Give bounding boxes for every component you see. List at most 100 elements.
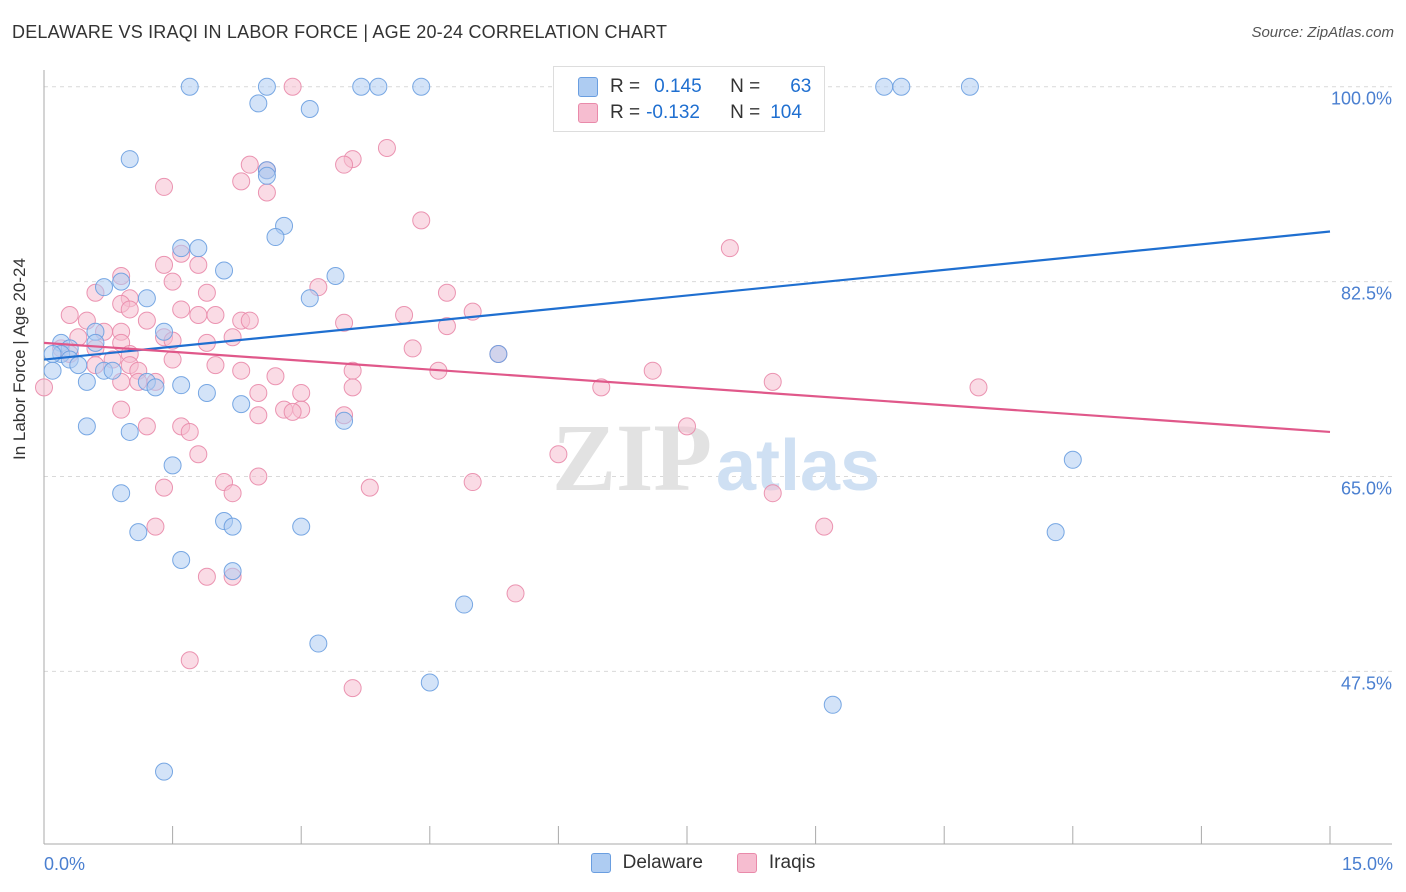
delaware-point (420, 673, 439, 692)
delaware-point (172, 239, 191, 258)
delaware-point (129, 523, 148, 542)
iraqis-point (266, 367, 285, 386)
bottom-legend: Delaware Iraqis (0, 852, 1406, 874)
iraqis-point (146, 517, 165, 536)
delaware-point (155, 762, 174, 781)
iraqis-point (232, 172, 251, 191)
series-delaware (43, 77, 1082, 781)
tick-labels: 47.5% 65.0% 82.5% 100.0% 0.0% 15.0% (44, 89, 1393, 874)
bottom-legend-swatch-delaware (590, 853, 611, 873)
y-tick-label: 100.0% (1331, 89, 1392, 109)
delaware-point (300, 99, 319, 118)
delaware-point (266, 228, 285, 247)
iraqis-point (283, 402, 302, 421)
legend-r-value: -0.132 (646, 102, 700, 123)
iraqis-point (223, 328, 242, 347)
legend-box: R = 0.145 N = 63 R = -0.132 N = 104 (553, 66, 825, 132)
delaware-point (892, 77, 911, 96)
iraqis-point (377, 138, 396, 157)
delaware-point (223, 517, 242, 536)
iraqis-trend-line (43, 341, 1331, 434)
legend-swatch-iraqis (578, 103, 598, 123)
legend-row-delaware: R = 0.145 N = 63 (578, 75, 811, 99)
iraqis-point (412, 211, 431, 230)
legend-row-iraqis: R = -0.132 N = 104 (578, 101, 802, 125)
legend-n-label: N = (730, 102, 761, 123)
y-tick-label: 47.5% (1341, 673, 1392, 693)
iraqis-point (112, 400, 131, 419)
delaware-point (43, 361, 62, 380)
legend-swatch-delaware (578, 77, 598, 97)
iraqis-point (189, 445, 208, 464)
bottom-legend-delaware: Delaware (590, 852, 703, 874)
delaware-point (326, 267, 345, 286)
iraqis-point (403, 339, 422, 358)
delaware-point (455, 595, 474, 614)
bottom-legend-iraqis: Iraqis (736, 852, 816, 874)
delaware-point (875, 77, 894, 96)
iraqis-point (240, 311, 259, 330)
iraqis-point (592, 378, 611, 397)
delaware-point (155, 322, 174, 341)
delaware-point (137, 289, 156, 308)
iraqis-point (155, 177, 174, 196)
iraqis-point (206, 306, 225, 325)
iraqis-point (180, 651, 199, 670)
iraqis-point (343, 378, 362, 397)
iraqis-point (155, 478, 174, 497)
iraqis-point (137, 311, 156, 330)
chart-source: Source: ZipAtlas.com (1251, 24, 1394, 41)
iraqis-point (335, 155, 354, 174)
iraqis-point (180, 422, 199, 441)
delaware-point (197, 383, 216, 402)
delaware-point (77, 417, 96, 436)
iraqis-point (257, 183, 276, 202)
bottom-legend-label-iraqis: Iraqis (768, 852, 816, 873)
delaware-point (223, 562, 242, 581)
x-tick-label: 0.0% (44, 854, 85, 874)
iraqis-point (720, 239, 739, 258)
iraqis-point (189, 306, 208, 325)
delaware-point (823, 695, 842, 714)
watermark-atlas: atlas (716, 426, 880, 506)
iraqis-point (120, 300, 139, 319)
iraqis-point (643, 361, 662, 380)
iraqis-point (240, 155, 259, 174)
delaware-point (249, 94, 268, 113)
y-tick-label: 82.5% (1341, 284, 1392, 304)
delaware-point (960, 77, 979, 96)
delaware-point (489, 344, 508, 363)
delaware-point (215, 261, 234, 280)
delaware-point (335, 411, 354, 430)
delaware-point (180, 77, 199, 96)
delaware-point (309, 634, 328, 653)
iraqis-point (815, 517, 834, 536)
delaware-point (86, 333, 105, 352)
delaware-point (112, 484, 131, 503)
bottom-legend-label-delaware: Delaware (622, 852, 703, 873)
axes (43, 70, 1392, 845)
iraqis-point (549, 445, 568, 464)
delaware-point (120, 422, 139, 441)
iraqis-point (292, 383, 311, 402)
delaware-point (300, 289, 319, 308)
legend-r-value: 0.145 (654, 76, 702, 97)
trend-lines (43, 230, 1331, 434)
chart-title: DELAWARE VS IRAQI IN LABOR FORCE | AGE 2… (12, 22, 668, 42)
iraqis-point (249, 467, 268, 486)
delaware-point (95, 278, 114, 297)
bottom-legend-swatch-iraqis (736, 853, 757, 873)
iraqis-point (155, 255, 174, 274)
watermark: ZIP atlas (552, 404, 880, 511)
iraqis-point (763, 484, 782, 503)
iraqis-point (163, 272, 182, 291)
x-tick-label: 15.0% (1342, 854, 1393, 874)
delaware-point (1046, 523, 1065, 542)
legend-n-value: 63 (790, 76, 812, 97)
iraqis-point (232, 361, 251, 380)
iraqis-point (35, 378, 53, 397)
iraqis-point (763, 372, 782, 391)
iraqis-point (437, 283, 456, 302)
delaware-point (1063, 450, 1082, 469)
